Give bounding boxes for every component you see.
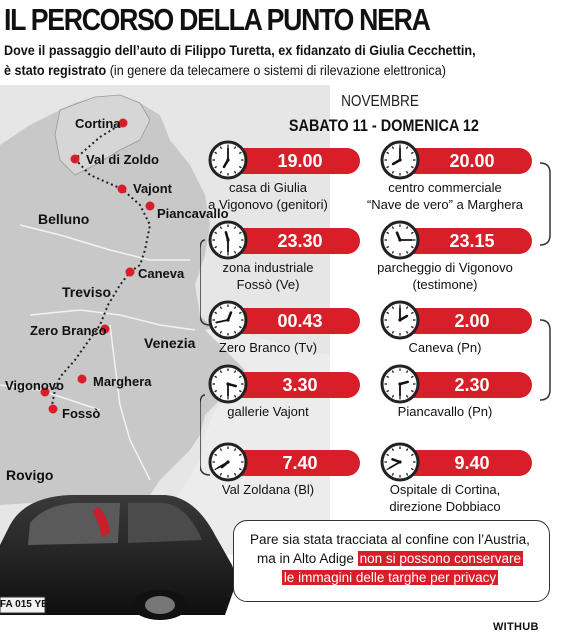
event-label-line-1: Val Zoldana (Bl) [221,482,315,497]
region-label-treviso: Treviso [62,284,112,300]
subtitle-line-1: Dove il passaggio dell’auto di Filippo T… [4,42,476,58]
event-time-6: 3.30 [240,372,360,398]
event-label-line-1: casa di Giulia [228,180,308,195]
event-label-line-2: Fossò (Ve) [236,277,300,292]
event-label-line-1: centro commerciale [388,180,502,195]
map-label-cortina: Cortina [75,116,121,131]
clock-icon [208,442,248,482]
event-time-0: 19.00 [240,148,360,174]
event-label-line-1: zona industriale [222,260,314,275]
clock-icon [380,364,420,404]
event-label-2: zona industriale Fossò (Ve) [178,259,358,293]
region-label-belluno: Belluno [38,211,90,227]
note-line-2: ma in Alto Adige non si possono conserva… [240,549,540,568]
point-vajont [117,184,127,194]
region-label-venezia: Venezia [144,335,196,351]
clock-icon [380,442,420,482]
point-marghera [77,374,87,384]
subtitle-line-2-rest: (in genere da telecamere o sistemi di ri… [106,62,446,78]
map-label-vigonovo: Vigonovo [5,378,64,393]
point-fosso [48,404,58,414]
event-label-4: Zero Branco (Tv) [178,339,358,356]
clock-icon [208,364,248,404]
clock-icon [208,300,248,340]
event-label-9: Ospitale di Cortina, direzione Dobbiaco [355,481,535,515]
event-label-line-2: direzione Dobbiaco [389,499,501,514]
event-time-9: 9.40 [412,450,532,476]
event-time-8: 7.40 [240,450,360,476]
note-line-2-highlight: non si possono conservare [357,551,523,566]
note-line-1: Pare sia stata tracciata al confine con … [250,532,530,547]
page-title: IL PERCORSO DELLA PUNTO NERA [4,2,431,37]
event-label-line-2: (testimone) [412,277,478,292]
event-label-line-1: Zero Branco (Tv) [218,340,318,355]
event-time-4: 00.43 [240,308,360,334]
map-label-caneva: Caneva [138,266,185,281]
event-label-6: gallerie Vajont [178,403,358,420]
credit: WITHUB [493,621,539,633]
map-label-marghera: Marghera [93,374,152,389]
point-piancavallo [145,201,155,211]
event-label-line-2: a Vigonovo (genitori) [208,197,328,212]
event-time-5: 2.00 [412,308,532,334]
clock-icon [380,140,420,180]
event-time-1: 20.00 [412,148,532,174]
clock-icon [380,300,420,340]
point-val-di-zoldo [70,154,80,164]
event-label-line-1: Caneva (Pn) [408,340,482,355]
map-label-zero-branco: Zero Branco [30,323,107,338]
event-label-3: parcheggio di Vigonovo (testimone) [355,259,535,293]
subtitle-line-2-bold: è stato registrato [4,62,107,78]
timeline-connectors [200,162,551,476]
event-label-5: Caneva (Pn) [355,339,535,356]
event-label-line-1: parcheggio di Vigonovo [377,260,513,275]
event-label-7: Piancavallo (Pn) [355,403,535,420]
note-line-3-highlight: le immagini delle targhe per privacy [281,570,499,585]
note-line-3: le immagini delle targhe per privacy [240,568,540,587]
note-text: Pare sia stata tracciata al confine con … [240,530,540,587]
clock-icon [208,140,248,180]
map-label-fosso: Fossò [62,406,101,421]
map-label-vajont: Vajont [133,181,173,196]
point-cortina [118,118,128,128]
event-time-3: 23.15 [412,228,532,254]
point-caneva [125,267,135,277]
map-label-piancavallo: Piancavallo [157,206,229,221]
event-label-line-1: gallerie Vajont [227,404,309,419]
event-time-2: 23.30 [240,228,360,254]
clock-icon [380,220,420,260]
car-plate: FA 015 YE [0,599,48,610]
event-label-8: Val Zoldana (Bl) [178,481,358,498]
event-label-line-2: “Nave de vero” a Marghera [366,197,524,212]
clock-icon [208,220,248,260]
timeline-dates: SABATO 11 - DOMENICA 12 [288,116,479,135]
note-line-2-plain: ma in Alto Adige [257,551,358,566]
event-label-1: centro commerciale “Nave de vero” a Margh… [355,179,535,213]
timeline-month: NOVEMBRE [341,93,419,110]
map-label-val-di-zoldo: Val di Zoldo [86,152,159,167]
event-label-0: casa di Giulia a Vigonovo (genitori) [178,179,358,213]
point-vigonovo [40,387,50,397]
point-zero-branco [100,324,110,334]
region-label-rovigo: Rovigo [6,467,54,483]
car-photo [0,495,235,620]
event-label-line-1: Piancavallo (Pn) [397,404,493,419]
event-time-7: 2.30 [412,372,532,398]
subtitle-line-2: è stato registrato (in genere da telecam… [4,62,446,78]
event-label-line-1: Ospitale di Cortina, [389,482,501,497]
